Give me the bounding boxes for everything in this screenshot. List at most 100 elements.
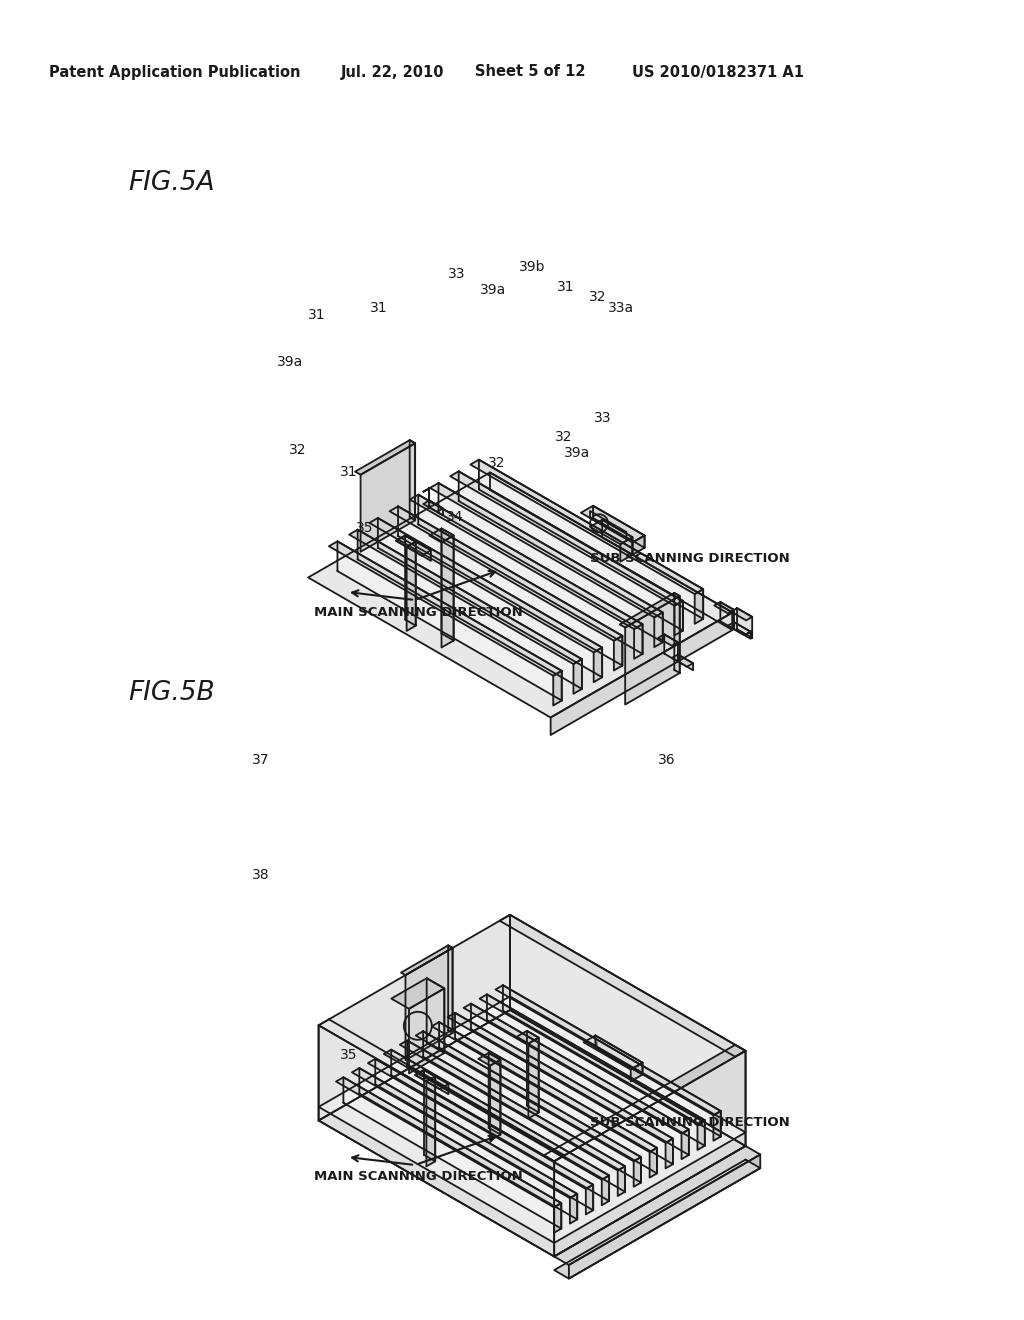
Polygon shape [666, 1139, 673, 1168]
Polygon shape [470, 459, 703, 594]
Polygon shape [447, 1012, 673, 1143]
Polygon shape [500, 915, 745, 1057]
Polygon shape [479, 994, 705, 1125]
Polygon shape [490, 1060, 501, 1140]
Polygon shape [349, 529, 582, 664]
Text: 38: 38 [252, 869, 269, 882]
Polygon shape [429, 500, 443, 515]
Text: 31: 31 [308, 308, 326, 322]
Polygon shape [439, 1022, 657, 1173]
Polygon shape [427, 978, 444, 1053]
Polygon shape [429, 528, 454, 543]
Text: SUB SCANNING DIRECTION: SUB SCANNING DIRECTION [590, 552, 790, 565]
Polygon shape [554, 1159, 760, 1279]
Polygon shape [720, 602, 734, 630]
Polygon shape [410, 495, 643, 630]
Polygon shape [590, 520, 633, 544]
Polygon shape [455, 1012, 673, 1164]
Polygon shape [569, 1155, 760, 1279]
Polygon shape [407, 541, 416, 631]
Polygon shape [360, 444, 415, 552]
Text: Patent Application Publication: Patent Application Publication [49, 65, 301, 79]
Polygon shape [496, 985, 721, 1115]
Polygon shape [375, 1059, 593, 1210]
Text: 36: 36 [658, 752, 676, 767]
Text: FIG.5A: FIG.5A [128, 170, 214, 195]
Text: Jul. 22, 2010: Jul. 22, 2010 [341, 65, 444, 79]
Polygon shape [634, 624, 643, 659]
Text: 35: 35 [356, 521, 374, 535]
Polygon shape [586, 1184, 593, 1214]
Polygon shape [584, 1035, 642, 1069]
Polygon shape [554, 1051, 745, 1257]
Polygon shape [570, 1193, 578, 1224]
Polygon shape [430, 483, 663, 618]
Text: MAIN SCANNING DIRECTION: MAIN SCANNING DIRECTION [313, 1171, 522, 1184]
Polygon shape [399, 1040, 625, 1171]
Polygon shape [554, 1146, 760, 1265]
Polygon shape [408, 1040, 625, 1192]
Polygon shape [654, 612, 663, 647]
Text: Sheet 5 of 12: Sheet 5 of 12 [475, 65, 586, 79]
Polygon shape [613, 636, 623, 671]
Polygon shape [464, 1003, 689, 1134]
Polygon shape [426, 1076, 435, 1167]
Polygon shape [479, 459, 703, 619]
Polygon shape [573, 659, 582, 694]
Text: 37: 37 [252, 752, 269, 767]
Text: FIG.5B: FIG.5B [128, 680, 215, 706]
Polygon shape [406, 948, 453, 1060]
Polygon shape [418, 495, 643, 653]
Text: 31: 31 [340, 465, 357, 479]
Polygon shape [406, 536, 431, 561]
Polygon shape [329, 541, 562, 676]
Polygon shape [318, 1019, 564, 1162]
Polygon shape [338, 541, 562, 701]
Polygon shape [415, 1069, 435, 1081]
Polygon shape [554, 1203, 561, 1233]
Text: 39a: 39a [480, 282, 506, 297]
Polygon shape [415, 1069, 449, 1089]
Text: 39b: 39b [519, 260, 546, 275]
Polygon shape [593, 506, 644, 548]
Polygon shape [517, 1031, 539, 1044]
Text: 31: 31 [370, 301, 388, 315]
Polygon shape [487, 994, 705, 1146]
Polygon shape [378, 517, 602, 677]
Polygon shape [318, 1010, 745, 1257]
Polygon shape [503, 985, 721, 1137]
Polygon shape [731, 609, 753, 620]
Text: 32: 32 [289, 444, 306, 457]
Polygon shape [384, 1049, 609, 1180]
Text: 39a: 39a [564, 446, 590, 459]
Polygon shape [678, 655, 693, 671]
Polygon shape [672, 655, 693, 667]
Polygon shape [674, 593, 680, 673]
Polygon shape [714, 1111, 721, 1140]
Polygon shape [594, 648, 602, 682]
Polygon shape [634, 1158, 641, 1187]
Polygon shape [441, 528, 454, 640]
Polygon shape [409, 989, 444, 1073]
Polygon shape [424, 1069, 435, 1162]
Polygon shape [471, 1003, 689, 1155]
Polygon shape [391, 1049, 609, 1201]
Polygon shape [423, 1031, 641, 1183]
Text: 33: 33 [449, 267, 466, 281]
Polygon shape [389, 507, 623, 640]
Polygon shape [682, 1130, 689, 1159]
Polygon shape [424, 1069, 449, 1094]
Polygon shape [621, 537, 633, 562]
Polygon shape [490, 473, 732, 630]
Polygon shape [620, 593, 680, 627]
Polygon shape [318, 997, 745, 1243]
Polygon shape [398, 507, 623, 665]
Polygon shape [633, 536, 644, 554]
Polygon shape [336, 1077, 561, 1208]
Polygon shape [715, 602, 734, 614]
Polygon shape [737, 609, 753, 638]
Polygon shape [590, 511, 627, 539]
Polygon shape [626, 597, 680, 705]
Polygon shape [370, 517, 602, 652]
Text: 32: 32 [488, 455, 506, 470]
